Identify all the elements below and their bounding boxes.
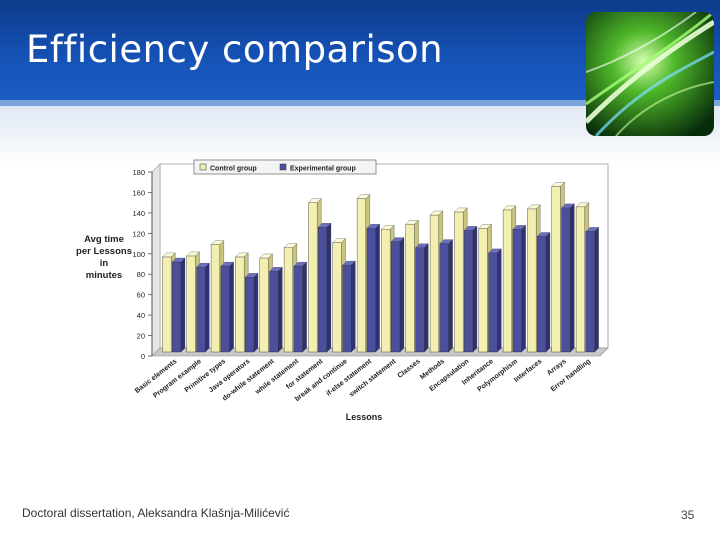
bar [561, 207, 571, 353]
bar-side [278, 266, 283, 353]
bar [356, 198, 367, 353]
bar-side [424, 243, 429, 353]
y-tick-label: 20 [137, 332, 145, 341]
bar [308, 202, 318, 353]
y-tick-label: 180 [132, 168, 145, 177]
bar [342, 264, 352, 353]
bar [478, 228, 488, 353]
bar [293, 265, 303, 353]
bar [429, 214, 440, 353]
bar [405, 224, 415, 353]
bar-side [375, 223, 380, 353]
plot-side-wall [151, 163, 161, 357]
bar-side [497, 248, 502, 353]
bar [259, 257, 269, 353]
y-axis-label: Avg time per Lessons in minutes [72, 234, 136, 282]
y-axis-label-line: minutes [85, 270, 123, 281]
bar [415, 247, 425, 353]
bar-side [326, 222, 332, 353]
bar [366, 228, 376, 353]
y-tick-label: 80 [137, 270, 145, 279]
bar-side [521, 224, 526, 353]
legend-label: Control group [210, 166, 257, 173]
bar [283, 247, 294, 353]
x-tick-label: Classes [397, 358, 422, 380]
x-tick-label: while statement [254, 358, 301, 397]
bar-side [545, 232, 551, 353]
bar-side [399, 237, 405, 353]
bar-side [472, 225, 478, 353]
bar [235, 256, 245, 353]
bar-side [448, 239, 453, 353]
header-divider [0, 100, 720, 106]
slide-title: Efficiency comparison [26, 28, 444, 71]
y-axis-label-line: in [99, 258, 109, 269]
bar [439, 243, 449, 353]
bar [332, 242, 342, 353]
efficiency-bar-chart: 0 20 40 60 80 100 120 140 160 180 Basic elements Pr… [72, 152, 620, 428]
bar [527, 208, 537, 353]
bar [536, 236, 547, 353]
bar [512, 229, 522, 353]
bar [454, 211, 464, 353]
y-tick-label: 140 [132, 209, 145, 218]
y-tick-label: 100 [132, 250, 145, 259]
green-light-streaks-logo-icon [586, 12, 714, 136]
y-tick-label: 160 [132, 188, 145, 197]
bar [488, 252, 498, 353]
bar [220, 265, 230, 353]
bar [210, 244, 221, 353]
y-tick-label: 60 [137, 291, 145, 300]
footer-text: Doctoral dissertation, Aleksandra Klašnj… [22, 506, 290, 520]
bar [171, 261, 182, 353]
bar-side [253, 273, 259, 353]
x-tick-label: switch statement [348, 358, 398, 399]
bar-side [229, 261, 234, 353]
bar-side [570, 203, 575, 353]
legend-swatch [279, 163, 287, 171]
bar [244, 277, 255, 353]
bar [390, 241, 401, 353]
bar [463, 230, 474, 353]
bar-side [351, 260, 356, 353]
bar [502, 209, 513, 353]
bar [196, 266, 206, 353]
x-tick-label: Basic elements [134, 358, 179, 395]
bar-side [594, 227, 599, 353]
bar [381, 229, 391, 353]
bar-side [302, 261, 307, 353]
legend-label: Experimental group [290, 166, 356, 173]
y-tick-label: 40 [137, 311, 145, 320]
bar [186, 255, 196, 353]
legend-swatch [199, 163, 207, 171]
y-axis-label-line: per Lessons [76, 246, 132, 257]
bar [162, 256, 172, 353]
y-axis-label-line: Avg time [84, 234, 124, 245]
bar [269, 271, 279, 353]
bar [585, 231, 595, 353]
bar [551, 186, 561, 353]
bar [317, 227, 328, 353]
bar [575, 206, 586, 353]
y-tick-label: 0 [141, 352, 145, 361]
bar-side [180, 257, 186, 353]
y-tick-label: 120 [132, 229, 145, 238]
x-tick-label: Arrays [546, 358, 568, 377]
bar-side [205, 262, 210, 353]
page-number: 35 [681, 508, 695, 522]
x-axis-label: Lessons [346, 412, 383, 422]
